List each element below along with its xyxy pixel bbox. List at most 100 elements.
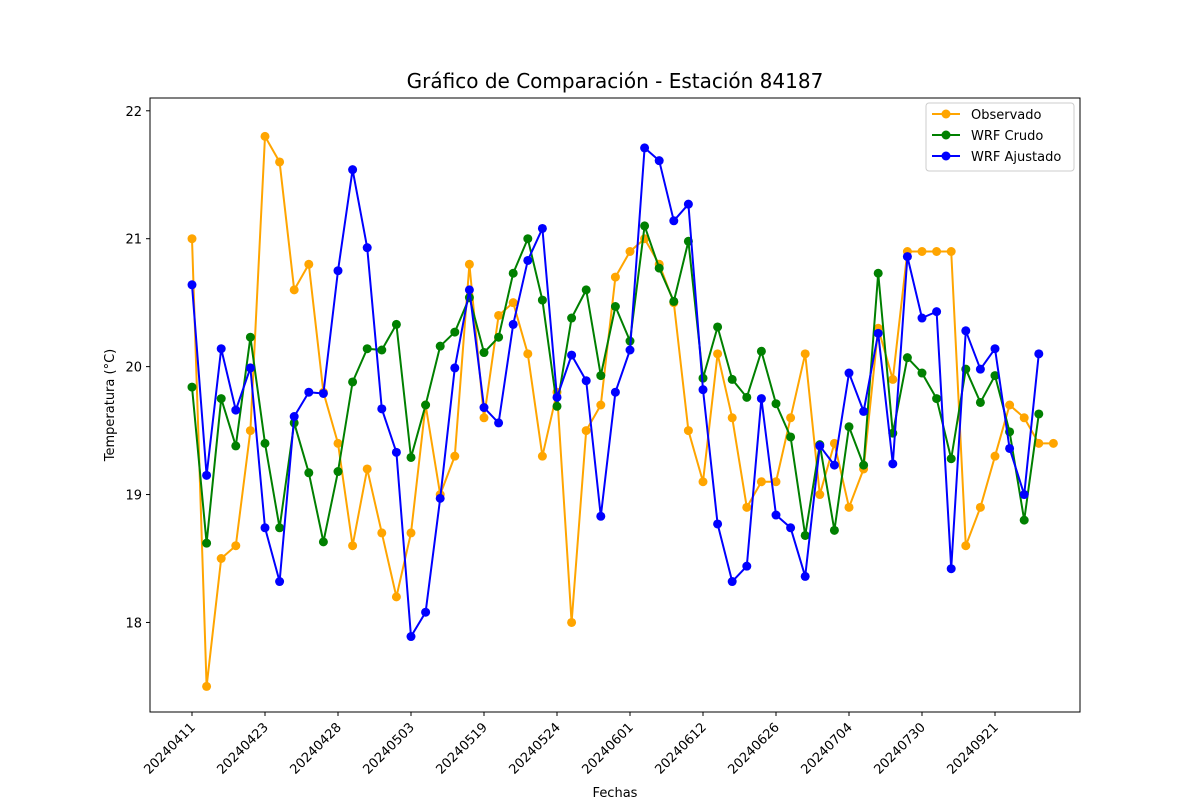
data-point-observado (581, 426, 591, 436)
chart-title: Gráfico de Comparación - Estación 84187 (407, 69, 824, 93)
data-point-wrf-ajustado (829, 460, 839, 470)
data-point-wrf-ajustado (873, 328, 883, 338)
data-point-wrf-ajustado (800, 571, 810, 581)
data-point-observado (1005, 400, 1015, 410)
data-point-observado (932, 247, 942, 256)
data-point-wrf-ajustado (435, 493, 445, 503)
data-point-wrf-ajustado (406, 632, 416, 642)
data-point-observado (815, 490, 825, 500)
x-tick-label: 20240730 (871, 720, 928, 777)
x-tick-label: 20240411 (141, 720, 198, 777)
data-point-observado (683, 426, 693, 436)
data-point-wrf-ajustado (1005, 443, 1015, 453)
data-point-observado (946, 247, 956, 256)
data-point-wrf-ajustado (377, 404, 387, 414)
data-point-observado (917, 247, 927, 256)
x-axis-label: Fechas (593, 786, 638, 800)
data-point-wrf-crudo (975, 397, 985, 407)
data-point-wrf-ajustado (640, 143, 650, 153)
legend-marker-wrf-crudo (941, 130, 951, 140)
y-tick-label: 20 (125, 361, 142, 376)
data-point-wrf-ajustado (771, 510, 781, 520)
data-point-observado (1019, 413, 1029, 423)
data-point-wrf-ajustado (786, 523, 796, 533)
data-point-wrf-ajustado (669, 216, 679, 226)
data-point-wrf-ajustado (713, 519, 723, 529)
data-point-wrf-ajustado (318, 388, 328, 398)
data-point-observado (289, 285, 299, 295)
data-point-wrf-crudo (187, 382, 197, 392)
data-point-wrf-crudo (946, 454, 956, 464)
legend-marker-wrf-ajustado (941, 151, 951, 161)
data-point-wrf-crudo (567, 313, 577, 323)
data-point-wrf-ajustado (698, 385, 708, 395)
data-point-wrf-crudo (742, 392, 752, 402)
data-point-wrf-crudo (829, 525, 839, 535)
data-point-wrf-ajustado (610, 387, 620, 397)
data-point-wrf-ajustado (202, 470, 212, 480)
data-point-wrf-ajustado (537, 223, 547, 233)
data-point-wrf-ajustado (990, 344, 1000, 354)
data-point-wrf-crudo (552, 401, 562, 411)
data-point-wrf-ajustado (888, 459, 898, 469)
data-point-wrf-ajustado (289, 412, 299, 422)
data-point-observado (187, 234, 197, 244)
data-point-wrf-ajustado (508, 319, 518, 329)
data-point-wrf-crudo (859, 460, 869, 470)
data-point-wrf-ajustado (391, 447, 401, 457)
data-point-observado (844, 502, 854, 512)
data-point-wrf-ajustado (567, 350, 577, 360)
data-point-wrf-crudo (391, 319, 401, 329)
data-point-wrf-ajustado (362, 243, 372, 253)
data-point-wrf-ajustado (523, 255, 533, 265)
data-point-wrf-ajustado (187, 280, 197, 290)
data-point-wrf-crudo (479, 348, 489, 358)
data-point-wrf-ajustado (1019, 490, 1029, 500)
series-observado (187, 131, 1058, 691)
data-point-wrf-ajustado (275, 577, 285, 587)
y-axis-ticks: 18 19 20 21 22 (125, 105, 150, 631)
data-point-observado (537, 451, 547, 461)
data-point-wrf-ajustado (815, 441, 825, 451)
data-point-wrf-ajustado (421, 607, 431, 617)
legend-label-observado: Observado (971, 108, 1042, 123)
data-point-wrf-ajustado (917, 313, 927, 323)
x-tick-label: 20240519 (433, 720, 490, 777)
data-point-wrf-crudo (421, 400, 431, 410)
data-point-wrf-ajustado (1034, 349, 1044, 359)
legend-box (925, 102, 1075, 172)
data-point-observado (567, 617, 577, 627)
data-point-observado (625, 247, 635, 256)
data-point-wrf-ajustado (961, 326, 971, 336)
data-point-observado (231, 541, 241, 551)
data-point-wrf-crudo (581, 285, 591, 295)
data-point-wrf-ajustado (245, 363, 255, 373)
data-point-observado (362, 464, 372, 474)
data-point-wrf-crudo (406, 452, 416, 462)
data-point-wrf-ajustado (844, 368, 854, 378)
x-axis-ticks: 20240411 20240423 20240428 20240503 20240519… (141, 712, 1002, 778)
data-point-wrf-crudo (654, 263, 664, 273)
data-point-observado (391, 592, 401, 602)
x-tick-label: 20240428 (287, 720, 344, 777)
data-point-wrf-crudo (669, 296, 679, 306)
data-point-observado (304, 259, 314, 269)
series-layer (187, 131, 1058, 691)
data-point-wrf-crudo (508, 268, 518, 278)
data-point-observado (800, 349, 810, 359)
data-point-observado (713, 349, 723, 359)
data-point-observado (348, 541, 358, 551)
data-point-wrf-crudo (348, 377, 358, 387)
series-wrf-ajustado (187, 143, 1044, 642)
data-point-wrf-crudo (902, 353, 912, 363)
data-point-wrf-ajustado (494, 418, 504, 428)
data-point-wrf-crudo (932, 394, 942, 404)
x-tick-label: 20240503 (360, 720, 417, 777)
x-tick-label: 20240612 (652, 720, 709, 777)
y-tick-label: 18 (125, 616, 142, 631)
data-point-wrf-ajustado (304, 387, 314, 397)
data-point-wrf-ajustado (260, 523, 270, 533)
data-point-wrf-crudo (494, 332, 504, 342)
data-point-observado (1048, 438, 1058, 448)
legend-marker-observado (941, 109, 951, 119)
